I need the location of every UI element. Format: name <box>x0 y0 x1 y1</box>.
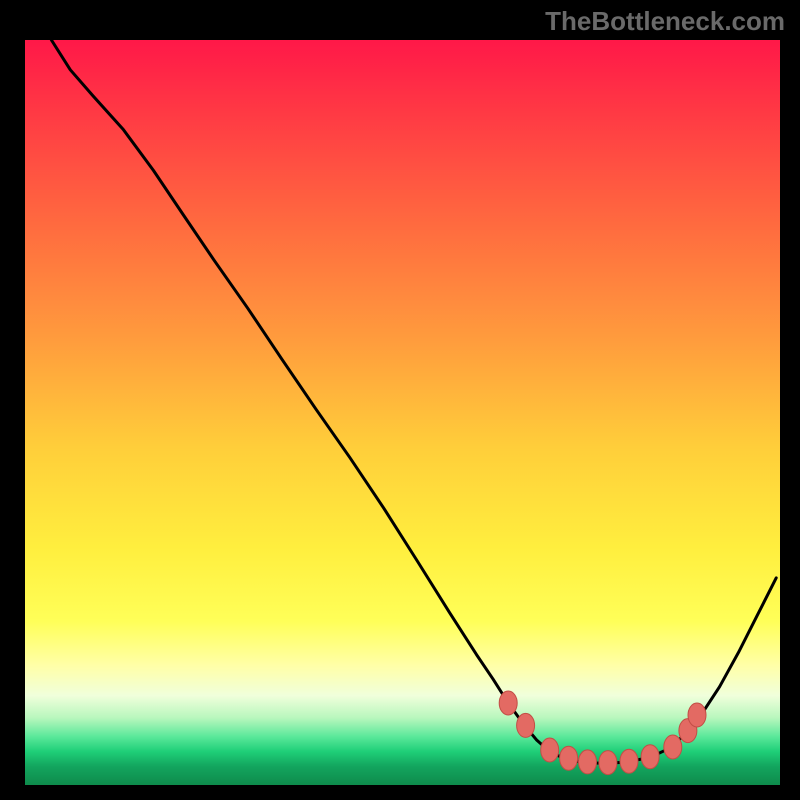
watermark-text: TheBottleneck.com <box>545 6 785 37</box>
curve-marker <box>541 738 559 762</box>
curve-marker <box>579 750 597 774</box>
curve-marker <box>620 749 638 773</box>
plot-svg <box>25 40 780 785</box>
curve-marker <box>517 713 535 737</box>
curve-marker <box>499 691 517 715</box>
curve-marker <box>560 746 578 770</box>
curve-marker <box>641 745 659 769</box>
curve-marker <box>599 751 617 775</box>
chart-canvas: TheBottleneck.com <box>0 0 800 800</box>
curve-marker <box>664 735 682 759</box>
plot-area <box>25 40 780 785</box>
curve-marker <box>688 703 706 727</box>
